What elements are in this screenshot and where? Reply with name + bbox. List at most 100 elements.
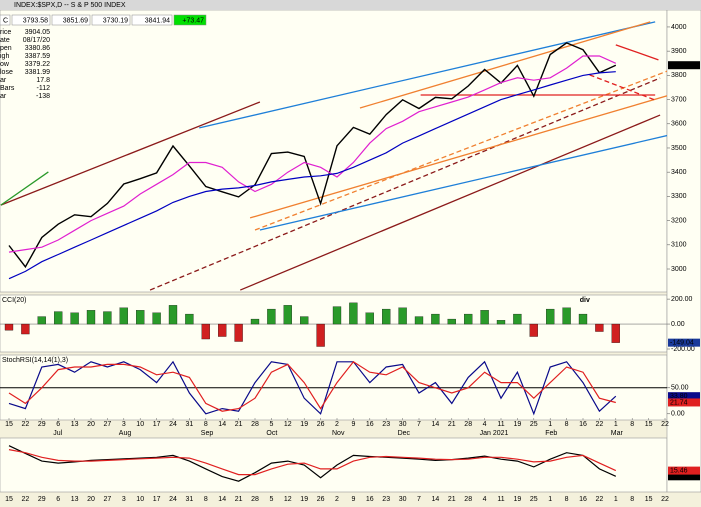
- x-tick-label: 15: [645, 496, 653, 503]
- y-tick-label: 3800: [671, 72, 687, 79]
- x-tick-label: 12: [284, 421, 292, 428]
- info-value: 3380.86: [25, 45, 50, 52]
- bar: [513, 313, 522, 325]
- header-box: [91, 14, 131, 26]
- x-tick-label: 14: [432, 496, 440, 503]
- bar: [201, 323, 210, 340]
- x-tick-label: 7: [417, 421, 421, 428]
- bar: [595, 323, 604, 332]
- x-tick-label: 3: [122, 496, 126, 503]
- info-label: lose: [0, 69, 13, 76]
- bar: [119, 307, 128, 325]
- x-tick-label: 19: [300, 421, 308, 428]
- bar: [70, 312, 79, 325]
- line-series: [8, 71, 616, 280]
- x-tick-label: 31: [186, 421, 194, 428]
- trendline: [359, 21, 651, 109]
- value-label: 33.80: [670, 393, 688, 400]
- value-label: 15.46: [670, 467, 688, 474]
- panel-content: [0, 302, 667, 347]
- x-tick-label: 6: [56, 496, 60, 503]
- value-box: [668, 392, 700, 401]
- x-tick-label: 8: [204, 421, 208, 428]
- x-tick-label: 28: [251, 496, 259, 503]
- x-tick-label: 7: [417, 496, 421, 503]
- x-tick-label: 1: [548, 421, 552, 428]
- x-tick-label: 4: [483, 421, 487, 428]
- x-tick-label: 16: [366, 496, 374, 503]
- x-tick-label: 11: [497, 421, 504, 428]
- header-value: C: [3, 17, 8, 24]
- panel-content: [0, 21, 667, 291]
- x-tick-label: 22: [22, 421, 30, 428]
- x-tick-label: 28: [464, 496, 472, 503]
- value-box: [668, 338, 700, 347]
- bar: [546, 308, 555, 325]
- x-tick-label: 15: [5, 421, 13, 428]
- info-value: 3387.59: [25, 53, 50, 60]
- x-tick-label: 8: [565, 496, 569, 503]
- x-tick-label: 13: [71, 421, 79, 428]
- bar: [398, 307, 407, 325]
- bar: [37, 316, 46, 325]
- bar: [152, 312, 161, 325]
- info-label: ar: [0, 93, 7, 100]
- x-tick-label: 22: [661, 496, 669, 503]
- x-tick-label: 21: [235, 496, 243, 503]
- x-tick-label: 22: [661, 421, 669, 428]
- bar: [349, 302, 358, 325]
- y-tick-label: 3400: [671, 169, 687, 176]
- x-tick-label: 1: [548, 496, 552, 503]
- info-value: -112: [37, 85, 51, 92]
- line-series: [8, 42, 617, 269]
- bar: [414, 316, 424, 325]
- x-tick-label: 29: [38, 496, 46, 503]
- bar: [447, 318, 456, 325]
- x-tick-label: 17: [153, 496, 161, 503]
- month-label: Mar: [611, 430, 624, 437]
- bar: [562, 307, 571, 325]
- bar: [103, 311, 112, 325]
- bar: [136, 310, 145, 325]
- x-tick-label: 30: [399, 496, 407, 503]
- trendline: [615, 44, 659, 61]
- x-tick-label: 16: [366, 421, 374, 428]
- x-tick-label: 8: [630, 496, 634, 503]
- x-tick-label: 22: [596, 421, 604, 428]
- x-tick-label: 30: [399, 421, 407, 428]
- header-value: +73.47: [182, 17, 204, 24]
- info-label: pen: [0, 45, 12, 52]
- month-label: Feb: [545, 430, 557, 437]
- month-label: Nov: [332, 430, 345, 437]
- line-series: [8, 449, 617, 476]
- info-label: igh: [0, 53, 9, 60]
- x-tick-label: 31: [186, 496, 194, 503]
- header-value: 3730.19: [103, 17, 128, 24]
- header-box: [51, 14, 91, 26]
- bar: [250, 318, 260, 325]
- value-box: [668, 472, 700, 481]
- header-value: 3841.94: [145, 17, 170, 24]
- info-value: 17.8: [36, 77, 50, 84]
- x-tick-label: 21: [448, 496, 456, 503]
- month-label: Jan 2021: [480, 430, 509, 437]
- info-label: rice: [0, 29, 11, 36]
- x-tick-label: 12: [284, 496, 292, 503]
- x-tick-label: 15: [645, 421, 653, 428]
- trendline: [259, 134, 667, 231]
- x-tick-label: 23: [382, 496, 390, 503]
- x-tick-label: 3: [122, 421, 126, 428]
- x-tick-label: 22: [22, 496, 30, 503]
- month-label: Aug: [119, 430, 132, 437]
- y-tick-label: 0.00: [671, 411, 685, 418]
- x-tick-label: 10: [136, 496, 144, 503]
- bar: [578, 313, 588, 325]
- x-tick-label: 22: [596, 496, 604, 503]
- info-value: 08/17/20: [23, 37, 50, 44]
- header-bar: [0, 0, 701, 10]
- value-box: [668, 61, 700, 70]
- month-label: Dec: [398, 430, 411, 437]
- trendline: [589, 74, 656, 101]
- x-tick-label: 19: [514, 421, 522, 428]
- panel-title: CCI(20): [2, 297, 27, 304]
